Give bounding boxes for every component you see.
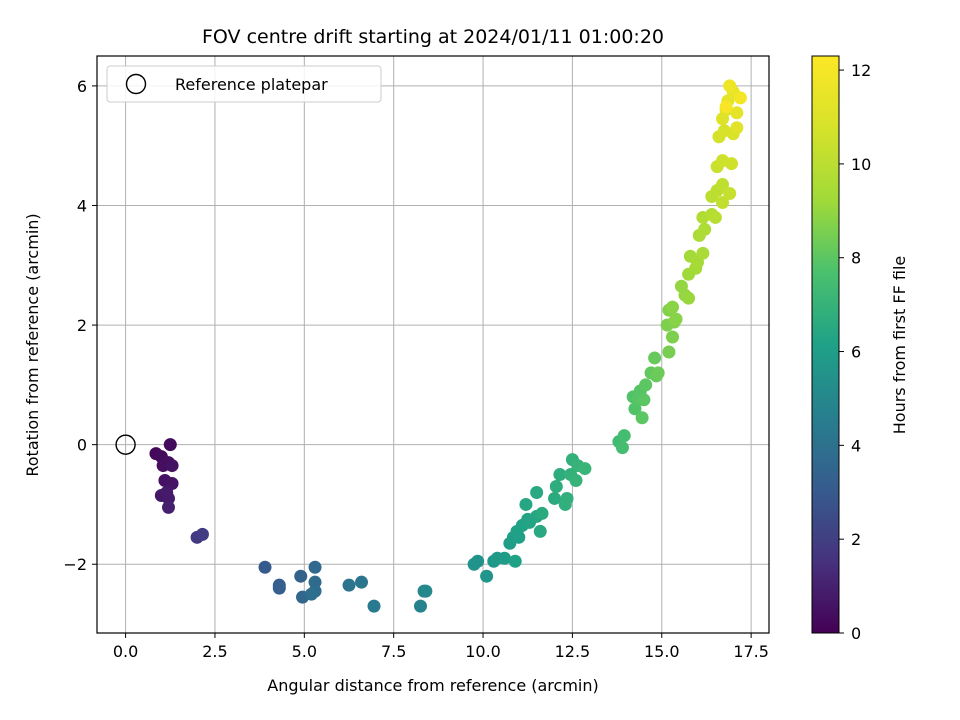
x-tick-label: 5.0 xyxy=(292,642,317,661)
reference-platepar-marker xyxy=(115,434,136,455)
legend-box xyxy=(106,65,382,103)
data-point xyxy=(367,599,381,613)
x-axis-ticks: 0.0 2.5 5.0 7.5 10.0 12.5 15.0 17.5 xyxy=(113,633,769,661)
x-tick-label: 0.0 xyxy=(113,642,138,661)
data-point xyxy=(723,187,737,201)
chart-title: FOV centre drift starting at 2024/01/11 … xyxy=(202,26,664,48)
colorbar-gradient xyxy=(811,55,840,634)
data-point xyxy=(662,345,676,359)
y-axis-ticks: −2 0 2 4 6 xyxy=(63,77,97,574)
x-tick-label: 2.5 xyxy=(202,642,227,661)
x-tick-label: 17.5 xyxy=(733,642,769,661)
data-point xyxy=(497,551,511,565)
data-point xyxy=(733,91,747,105)
data-point xyxy=(308,560,322,574)
legend-label: Reference platepar xyxy=(175,75,328,94)
data-point xyxy=(569,474,583,488)
data-point xyxy=(195,527,209,541)
data-point xyxy=(294,569,308,583)
data-point xyxy=(669,312,683,326)
data-point xyxy=(730,121,744,135)
plot-frame xyxy=(96,55,770,634)
data-point xyxy=(617,429,631,443)
data-point xyxy=(272,581,286,595)
legend: Reference platepar xyxy=(106,65,382,103)
data-point xyxy=(553,468,567,482)
data-point xyxy=(535,506,549,520)
data-point xyxy=(342,578,356,592)
y-tick-label: 0 xyxy=(77,436,87,455)
colorbar-tick-label: 12 xyxy=(851,61,871,80)
data-points xyxy=(149,79,747,613)
data-point xyxy=(548,491,562,505)
data-point xyxy=(308,575,322,589)
y-tick-label: 6 xyxy=(77,77,87,96)
colorbar-tick-label: 10 xyxy=(851,155,871,174)
colorbar-tick-label: 2 xyxy=(851,530,861,549)
colorbar-ticks: 0 2 4 6 8 10 12 xyxy=(839,61,871,643)
data-point xyxy=(698,222,712,236)
y-axis-label: Rotation from reference (arcmin) xyxy=(23,213,42,476)
data-point xyxy=(163,438,177,452)
data-point xyxy=(519,497,533,511)
colorbar-tick-label: 8 xyxy=(851,249,861,268)
data-point xyxy=(558,497,572,511)
data-point xyxy=(665,330,679,344)
x-tick-label: 15.0 xyxy=(644,642,680,661)
y-tick-label: −2 xyxy=(63,555,87,574)
data-point xyxy=(724,157,738,171)
data-point xyxy=(471,554,485,568)
data-point xyxy=(508,554,522,568)
grid xyxy=(97,56,769,633)
data-point xyxy=(578,462,592,476)
data-point xyxy=(730,106,744,120)
data-point xyxy=(549,480,563,494)
data-point xyxy=(419,584,433,598)
data-point xyxy=(530,485,544,499)
data-point xyxy=(719,100,733,114)
data-point xyxy=(648,351,662,365)
data-point xyxy=(723,79,737,93)
data-point xyxy=(716,178,730,192)
x-tick-label: 7.5 xyxy=(381,642,406,661)
data-point xyxy=(696,246,710,260)
data-point xyxy=(413,599,427,613)
x-axis-label: Angular distance from reference (arcmin) xyxy=(267,676,598,695)
colorbar-tick-label: 6 xyxy=(851,343,861,362)
y-tick-label: 2 xyxy=(77,316,87,335)
colorbar-tick-label: 4 xyxy=(851,436,861,455)
legend-marker-icon xyxy=(125,73,147,95)
data-point xyxy=(639,378,653,392)
data-point xyxy=(708,210,722,224)
data-point xyxy=(258,560,272,574)
data-point xyxy=(480,569,494,583)
data-point xyxy=(165,459,179,473)
data-point xyxy=(160,485,174,499)
colorbar-label: Hours from first FF file xyxy=(890,256,909,435)
y-tick-label: 4 xyxy=(77,196,87,215)
data-point xyxy=(161,500,175,514)
colorbar-tick-label: 0 xyxy=(851,624,861,643)
data-point xyxy=(512,530,526,544)
data-point xyxy=(615,441,629,455)
data-point xyxy=(637,393,651,407)
data-point xyxy=(651,366,665,380)
data-point xyxy=(304,587,318,601)
data-point xyxy=(635,411,649,425)
data-point xyxy=(682,291,696,305)
x-tick-label: 12.5 xyxy=(555,642,591,661)
x-tick-label: 10.0 xyxy=(465,642,501,661)
data-point xyxy=(355,575,369,589)
data-point xyxy=(533,524,547,538)
colorbar: 0 2 4 6 8 10 12 Hours from first FF file xyxy=(811,55,909,643)
data-point xyxy=(665,300,679,314)
data-point xyxy=(716,195,730,209)
